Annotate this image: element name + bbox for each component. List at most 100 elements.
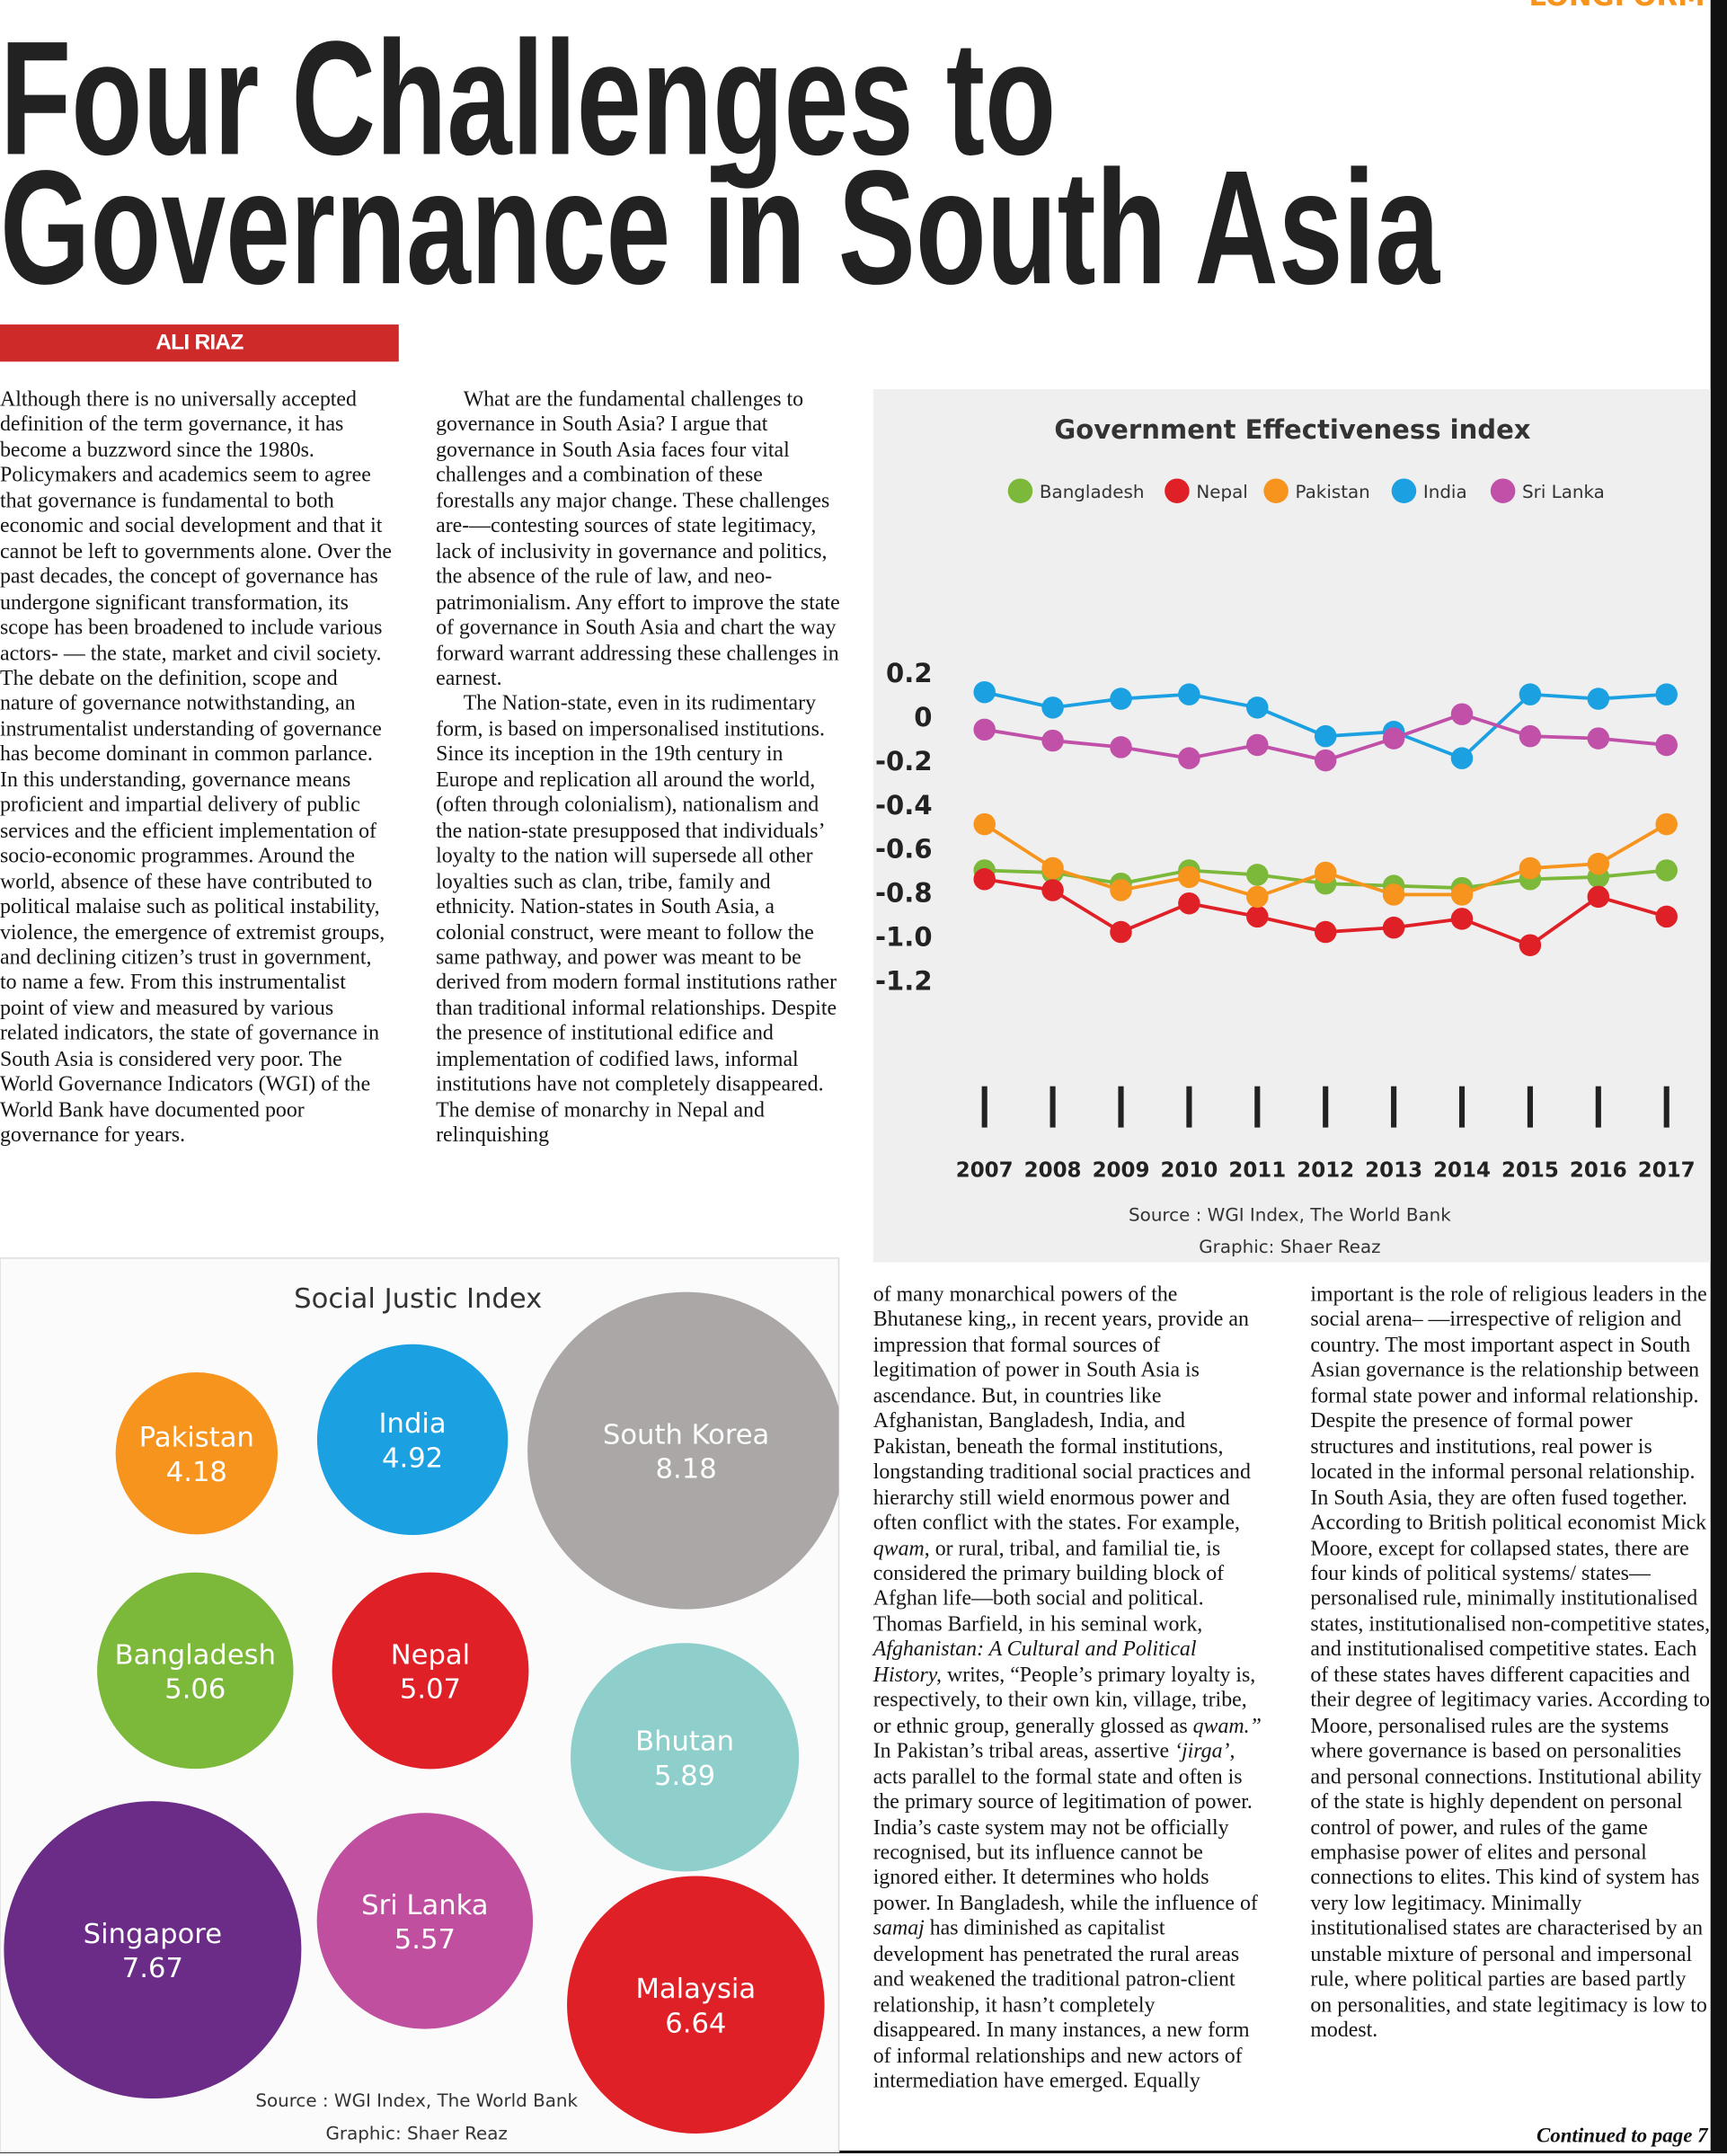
data-point	[1382, 727, 1405, 750]
y-tick-label: -0.4	[875, 790, 933, 821]
legend-label: Sri Lanka	[1522, 482, 1605, 502]
text-run: has diminished as capitalist development…	[872, 1917, 1250, 2093]
text-run: What are the fundamental challenges to g…	[436, 387, 840, 691]
chart-panel	[872, 388, 1711, 1263]
text-column: Although there is no universally accepte…	[0, 387, 394, 1149]
bubble-label: Bhutan	[635, 1726, 734, 1758]
data-point	[1450, 747, 1474, 769]
bubble-label: Pakistan	[139, 1423, 254, 1454]
bubble-label: Bangladesh	[115, 1639, 276, 1671]
data-point	[1655, 812, 1678, 836]
data-point	[973, 868, 996, 891]
data-point	[1246, 696, 1269, 719]
x-tick-label: 2010	[1160, 1159, 1218, 1183]
data-point	[1587, 852, 1610, 875]
text-run: samaj	[872, 1917, 925, 1941]
data-point	[1519, 724, 1542, 748]
bubble-label: Sri Lanka	[361, 1890, 488, 1921]
headline-line: Governance in South Asia	[0, 138, 1440, 318]
data-point	[1246, 733, 1269, 757]
legend-label: Nepal	[1196, 482, 1247, 502]
x-tick-mark	[1186, 1086, 1192, 1128]
x-tick-mark	[1118, 1086, 1124, 1128]
x-tick-mark	[1595, 1086, 1601, 1128]
y-tick-label: 0.2	[886, 658, 932, 688]
text-run: of many monarchical powers of the Bhutan…	[872, 1282, 1251, 1535]
bubble-value: 6.64	[665, 2008, 726, 2039]
section-label: LONGFORM	[1529, 0, 1705, 13]
text-run: In Pakistan’s tribal areas, assertive	[872, 1739, 1175, 1763]
chart-title: Social Justic Index	[294, 1283, 542, 1315]
data-point	[1110, 736, 1132, 759]
data-point	[1450, 908, 1474, 930]
bubble-value: 5.07	[400, 1674, 461, 1706]
data-point	[1587, 885, 1610, 909]
x-tick-mark	[1527, 1086, 1533, 1128]
bubble-label: Nepal	[391, 1639, 470, 1671]
legend-label: India	[1423, 482, 1467, 502]
paragraph: Although there is no universally accepte…	[0, 387, 394, 1149]
text-run: , or rural, tribal, and familial tie, is…	[872, 1536, 1225, 1637]
x-tick-label: 2011	[1228, 1159, 1286, 1183]
data-point	[973, 812, 996, 836]
y-tick-label: -0.6	[875, 834, 933, 865]
text-run: writes, “People’s primary loyalty is, re…	[872, 1663, 1256, 1738]
y-tick-label: -0.8	[875, 878, 933, 909]
text-column: What are the fundamental challenges to g…	[436, 387, 840, 1149]
x-tick-mark	[1458, 1086, 1466, 1128]
x-tick-label: 2012	[1297, 1159, 1354, 1183]
legend-marker	[1165, 478, 1190, 503]
continued-note: Continued to page 7	[1536, 2125, 1708, 2148]
x-tick-label: 2009	[1093, 1159, 1150, 1183]
data-point	[1655, 733, 1678, 757]
x-tick-label: 2015	[1501, 1159, 1559, 1183]
data-point	[1246, 885, 1269, 909]
credit-note: Graphic: Shaer Reaz	[326, 2124, 508, 2144]
paragraph: The Nation-state, even in its rudimentar…	[436, 692, 840, 1149]
y-tick-label: -0.2	[875, 746, 933, 776]
data-point	[1655, 859, 1678, 882]
bubble-label: India	[379, 1408, 447, 1440]
x-tick-mark	[981, 1086, 987, 1128]
data-point	[973, 718, 996, 741]
x-tick-label: 2013	[1365, 1159, 1422, 1183]
bubble	[332, 1572, 529, 1770]
legend-label: Pakistan	[1296, 482, 1370, 502]
bubble-label: Malaysia	[635, 1974, 756, 2005]
bubble	[115, 1372, 279, 1535]
bubble-value: 5.89	[654, 1761, 715, 1792]
data-point	[1110, 688, 1132, 710]
bubble-label: South Korea	[603, 1420, 769, 1451]
bubble-label: Singapore	[84, 1919, 222, 1950]
bubble-value: 4.18	[166, 1457, 227, 1488]
x-tick-label: 2016	[1570, 1159, 1627, 1183]
bubble-value: 8.18	[656, 1454, 717, 1486]
text-run: The Nation-state, even in its rudimentar…	[436, 692, 837, 1148]
data-point	[1587, 727, 1610, 750]
legend-marker	[1007, 478, 1033, 503]
text-run: Although there is no universally accepte…	[0, 387, 393, 1148]
data-point	[1655, 683, 1678, 705]
data-point	[1246, 864, 1269, 886]
data-point	[1314, 749, 1337, 772]
bubble-value: 4.92	[382, 1443, 443, 1475]
bubble	[97, 1572, 294, 1770]
data-point	[1519, 934, 1542, 956]
bubble	[4, 1801, 302, 2099]
bubble-value: 7.67	[122, 1953, 183, 1984]
legend-marker	[1263, 478, 1289, 503]
data-point	[1519, 856, 1542, 880]
text-column: important is the role of religious leade…	[1310, 1282, 1710, 2044]
data-point	[1178, 892, 1200, 915]
data-point	[1178, 865, 1200, 889]
credit-note: Graphic: Shaer Reaz	[1199, 1237, 1380, 1257]
legend-label: Bangladesh	[1040, 482, 1145, 502]
source-note: Source : WGI Index, The World Bank	[1129, 1205, 1451, 1226]
x-tick-mark	[1663, 1086, 1669, 1128]
bubble	[316, 1813, 534, 2029]
x-tick-label: 2008	[1024, 1159, 1082, 1183]
legend-marker	[1391, 478, 1417, 503]
data-point	[1450, 883, 1474, 906]
